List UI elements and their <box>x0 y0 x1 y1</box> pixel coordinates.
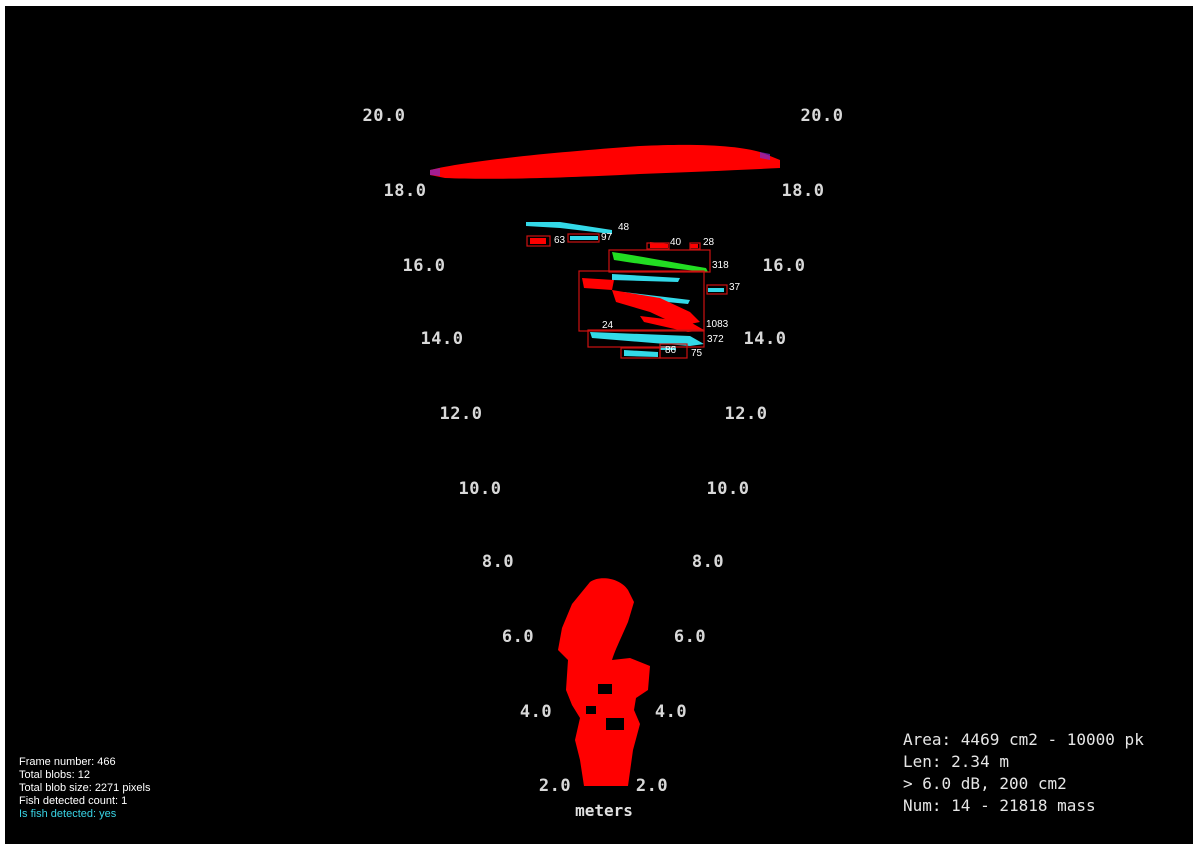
detection-boxes <box>526 233 728 359</box>
range-label: 18.0 <box>781 181 825 201</box>
range-label: 10.0 <box>458 479 502 499</box>
blob-size-label: 318 <box>712 260 729 271</box>
echo-red <box>640 316 704 332</box>
range-label: 18.0 <box>383 181 427 201</box>
echo-cyan <box>570 236 598 240</box>
detection-box <box>659 343 688 359</box>
detection-box <box>646 242 670 250</box>
is-fish-detected: Is fish detected: yes <box>19 808 117 820</box>
near-range-echo <box>558 578 650 786</box>
blob-size-label: 48 <box>618 222 630 233</box>
blob-size-label: 24 <box>602 320 614 331</box>
range-label: 2.0 <box>538 776 572 796</box>
range-label: 4.0 <box>654 702 688 722</box>
detection-box <box>567 233 600 243</box>
range-label: 8.0 <box>481 552 515 572</box>
detection-box <box>526 235 551 247</box>
detection-box <box>689 242 701 250</box>
stats-panel: Area: 4469 cm2 - 10000 pk Len: 2.34 m > … <box>903 729 1144 817</box>
echo-red <box>582 278 614 290</box>
echo-cyan <box>590 332 704 346</box>
detection-box <box>706 284 728 295</box>
near-echo-hole <box>606 718 624 730</box>
fish-detected-count: Fish detected count: 1 <box>19 795 128 807</box>
range-label: 8.0 <box>691 552 725 572</box>
echo-red <box>612 290 700 326</box>
blob-size-label: 37 <box>729 282 741 293</box>
area-readout: Area: 4469 cm2 - 10000 pk <box>903 730 1144 749</box>
blob-size-label: 75 <box>691 348 703 359</box>
near-echo-hole <box>586 706 596 714</box>
range-label: 12.0 <box>724 404 768 424</box>
frame-info-panel: Frame number: 466 Total blobs: 12 Total … <box>19 756 150 821</box>
detection-box <box>587 329 705 348</box>
blob-size-label: 63 <box>554 235 566 246</box>
echo-red <box>530 238 546 244</box>
length-readout: Len: 2.34 m <box>903 752 1009 771</box>
blob-size-label: 86 <box>665 345 677 356</box>
total-blobs: Total blobs: 12 <box>19 769 90 781</box>
range-label: 6.0 <box>673 627 707 647</box>
echo-band-top <box>430 144 780 179</box>
echo-cyan <box>526 222 612 234</box>
num-readout: Num: 14 - 21818 mass <box>903 796 1096 815</box>
detection-box <box>578 270 705 332</box>
blob-size-label: 40 <box>670 237 682 248</box>
range-label: 14.0 <box>420 329 464 349</box>
blob-size-label: 97 <box>601 232 613 243</box>
fish-detection <box>612 252 708 272</box>
range-label: 16.0 <box>402 256 446 276</box>
near-echo-hole <box>598 684 612 694</box>
range-label: 20.0 <box>362 106 406 126</box>
echo-cyan <box>612 274 680 282</box>
range-label: 2.0 <box>635 776 669 796</box>
echo-cyan <box>708 288 724 292</box>
range-label: 12.0 <box>439 404 483 424</box>
blob-size-label: 1083 <box>706 319 729 330</box>
units-label: meters <box>575 801 633 820</box>
echo-red <box>690 244 698 248</box>
range-label: 20.0 <box>800 106 844 126</box>
detection-box <box>608 249 711 273</box>
echo-cyan <box>624 350 658 357</box>
range-label: 10.0 <box>706 479 750 499</box>
range-label: 16.0 <box>762 256 806 276</box>
frame-number: Frame number: 466 <box>19 756 116 768</box>
range-label: 6.0 <box>501 627 535 647</box>
range-label: 14.0 <box>743 329 787 349</box>
blob-size-label: 372 <box>707 334 724 345</box>
range-label: 4.0 <box>519 702 553 722</box>
total-blob-size: Total blob size: 2271 pixels <box>19 782 151 794</box>
threshold-readout: > 6.0 dB, 200 cm2 <box>903 774 1067 793</box>
blob-size-label: 28 <box>703 237 715 248</box>
